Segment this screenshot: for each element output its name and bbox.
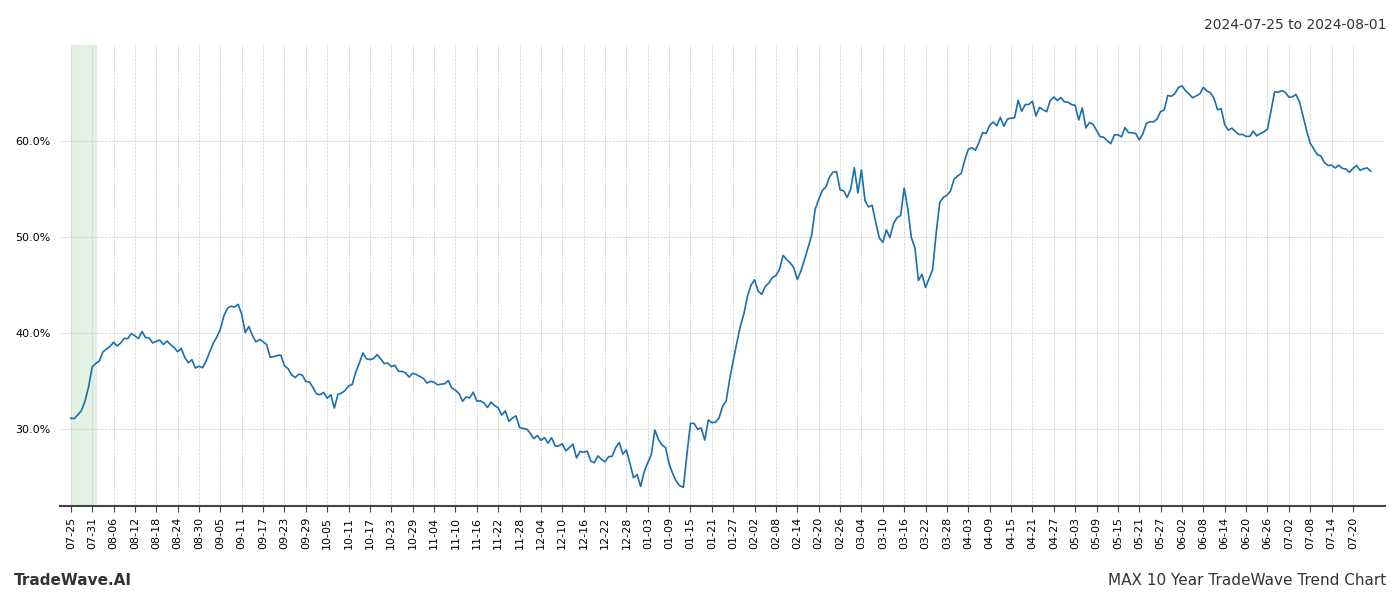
Text: MAX 10 Year TradeWave Trend Chart: MAX 10 Year TradeWave Trend Chart bbox=[1107, 573, 1386, 588]
Text: TradeWave.AI: TradeWave.AI bbox=[14, 573, 132, 588]
Bar bbox=[71, 45, 95, 506]
Text: 2024-07-25 to 2024-08-01: 2024-07-25 to 2024-08-01 bbox=[1204, 18, 1386, 32]
